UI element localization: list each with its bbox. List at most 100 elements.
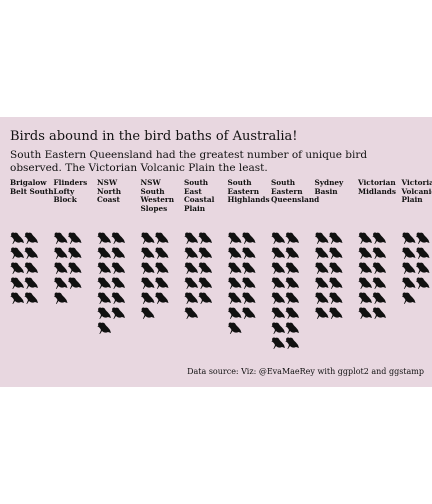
region-label: Flinders Lofty Block [53,178,88,205]
bird-icon [97,307,111,319]
bird-icon [227,232,242,244]
bird-icon [227,322,242,334]
chart-caption: Data source: Viz: @EvaMaeRey with ggplot… [187,367,424,376]
bird-icon [372,232,386,244]
bird-icon [401,292,416,304]
bird-icon [67,277,82,289]
bird-icon [111,247,125,259]
bird-icon [401,277,416,289]
bird-icon [271,337,285,349]
region-label: South Eastern Queensland [271,178,320,205]
bird-icon [184,277,198,289]
bird-icon [111,292,125,304]
bird-icon [97,247,111,259]
bird-icon [328,277,343,289]
bird-icon [328,307,343,319]
bird-icon [67,247,82,259]
bird-icon [241,247,256,259]
bird-icon [140,232,155,244]
bird-icon [53,292,68,304]
bird-column [140,232,169,319]
region-label: Victorian Midlands [358,178,396,196]
bird-icon [271,232,285,244]
pictogram-plot [10,232,430,349]
region-label: South Eastern Highlands [227,178,270,205]
bird-icon [271,322,285,334]
bird-icon [372,292,386,304]
bird-icon [10,292,24,304]
bird-icon [285,232,299,244]
bird-icon [24,292,38,304]
bird-icon [314,307,329,319]
bird-icon [198,277,212,289]
bird-icon [198,262,212,274]
bird-icon [241,262,256,274]
bird-icon [97,322,111,334]
bird-icon [328,292,343,304]
chart-panel: Birds abound in the bird baths of Austra… [0,117,432,387]
bird-icon [314,247,329,259]
region-label: South East Coastal Plain [184,178,215,213]
bird-icon [97,292,111,304]
bird-icon [111,232,125,244]
bird-icon [285,247,299,259]
bird-icon [358,277,372,289]
bird-icon [227,292,242,304]
bird-icon [415,277,430,289]
bird-icon [372,262,386,274]
bird-icon [140,292,155,304]
bird-icon [271,262,285,274]
bird-column [401,232,430,304]
bird-icon [271,307,285,319]
bird-icon [328,247,343,259]
bird-icon [24,232,38,244]
bird-icon [358,247,372,259]
region-label: NSW North Coast [97,178,122,205]
bird-icon [111,277,125,289]
bird-icon [154,247,169,259]
bird-icon [140,247,155,259]
bird-icon [10,232,24,244]
bird-icon [227,262,242,274]
bird-icon [271,292,285,304]
bird-icon [285,262,299,274]
bird-icon [10,277,24,289]
bird-icon [415,262,430,274]
bird-icon [285,307,299,319]
bird-column [10,232,38,304]
bird-icon [10,247,24,259]
region-label: Brigalow Belt South [10,178,54,196]
bird-column [53,232,82,304]
bird-icon [271,277,285,289]
bird-icon [241,292,256,304]
bird-icon [154,292,169,304]
bird-column [314,232,343,319]
bird-icon [241,277,256,289]
bird-column [227,232,256,334]
bird-icon [372,247,386,259]
bird-icon [271,247,285,259]
region-labels: Brigalow Belt South Flinders Lofty Block N… [0,178,432,219]
bird-icon [184,247,198,259]
bird-column [184,232,212,319]
bird-icon [314,277,329,289]
bird-icon [97,277,111,289]
bird-icon [198,232,212,244]
bird-icon [285,277,299,289]
bird-icon [111,307,125,319]
bird-icon [401,247,416,259]
bird-icon [24,247,38,259]
bird-column [358,232,386,319]
bird-icon [285,337,299,349]
bird-icon [97,232,111,244]
bird-icon [140,262,155,274]
bird-icon [24,277,38,289]
bird-icon [241,232,256,244]
bird-icon [184,292,198,304]
bird-icon [285,322,299,334]
bird-icon [285,292,299,304]
bird-icon [53,277,68,289]
bird-icon [198,292,212,304]
region-label: NSW South Western Slopes [140,178,175,213]
bird-icon [154,277,169,289]
